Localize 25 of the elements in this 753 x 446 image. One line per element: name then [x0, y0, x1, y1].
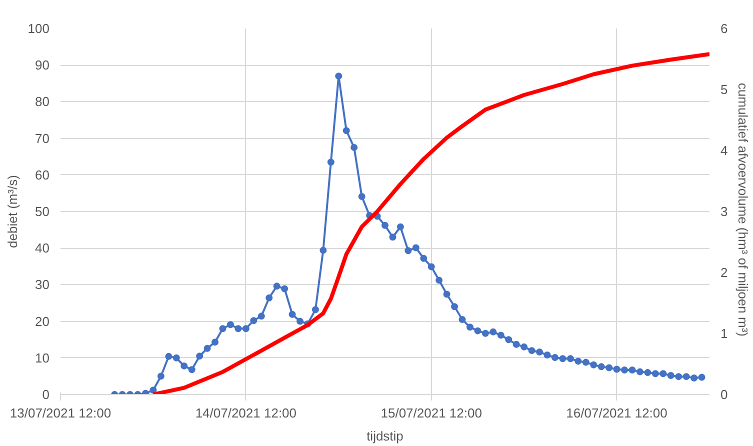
y2-tick-label: 6 — [720, 21, 728, 36]
y2-tick-label: 4 — [720, 143, 728, 158]
y-tick-label: 30 — [35, 277, 50, 292]
y-tick-label: 40 — [35, 240, 50, 256]
y-tick-label: 60 — [35, 167, 50, 182]
x-tick-label: 15/07/2021 12:00 — [380, 406, 482, 420]
y-tick-label: 0 — [42, 387, 50, 402]
y-tick-label: 80 — [35, 94, 50, 110]
y-tick-label: 20 — [35, 314, 50, 329]
y2-axis-title: cumulatief afvoervolume (hm³ of miljoen m³) — [736, 82, 751, 336]
y2-tick-label: 1 — [720, 326, 728, 341]
x-tick-label: 14/07/2021 12:00 — [195, 406, 297, 420]
y-axis-title: debiet (m³/s) — [4, 175, 20, 248]
y2-tick-label: 5 — [720, 82, 728, 97]
x-tick-label: 13/07/2021 12:00 — [10, 406, 112, 420]
x-tick-label: 16/07/2021 12:00 — [566, 406, 668, 420]
y2-tick-label: 3 — [720, 204, 728, 219]
x-axis-title: tijdstip — [366, 428, 404, 444]
y2-tick-label: 0 — [720, 387, 728, 402]
y-tick-label: 70 — [35, 130, 50, 146]
y-tick-label: 90 — [35, 58, 50, 73]
y2-tick-label: 2 — [720, 265, 728, 280]
y-tick-label: 10 — [35, 350, 50, 366]
y-tick-label: 50 — [35, 204, 50, 219]
y-tick-label: 100 — [28, 21, 50, 36]
